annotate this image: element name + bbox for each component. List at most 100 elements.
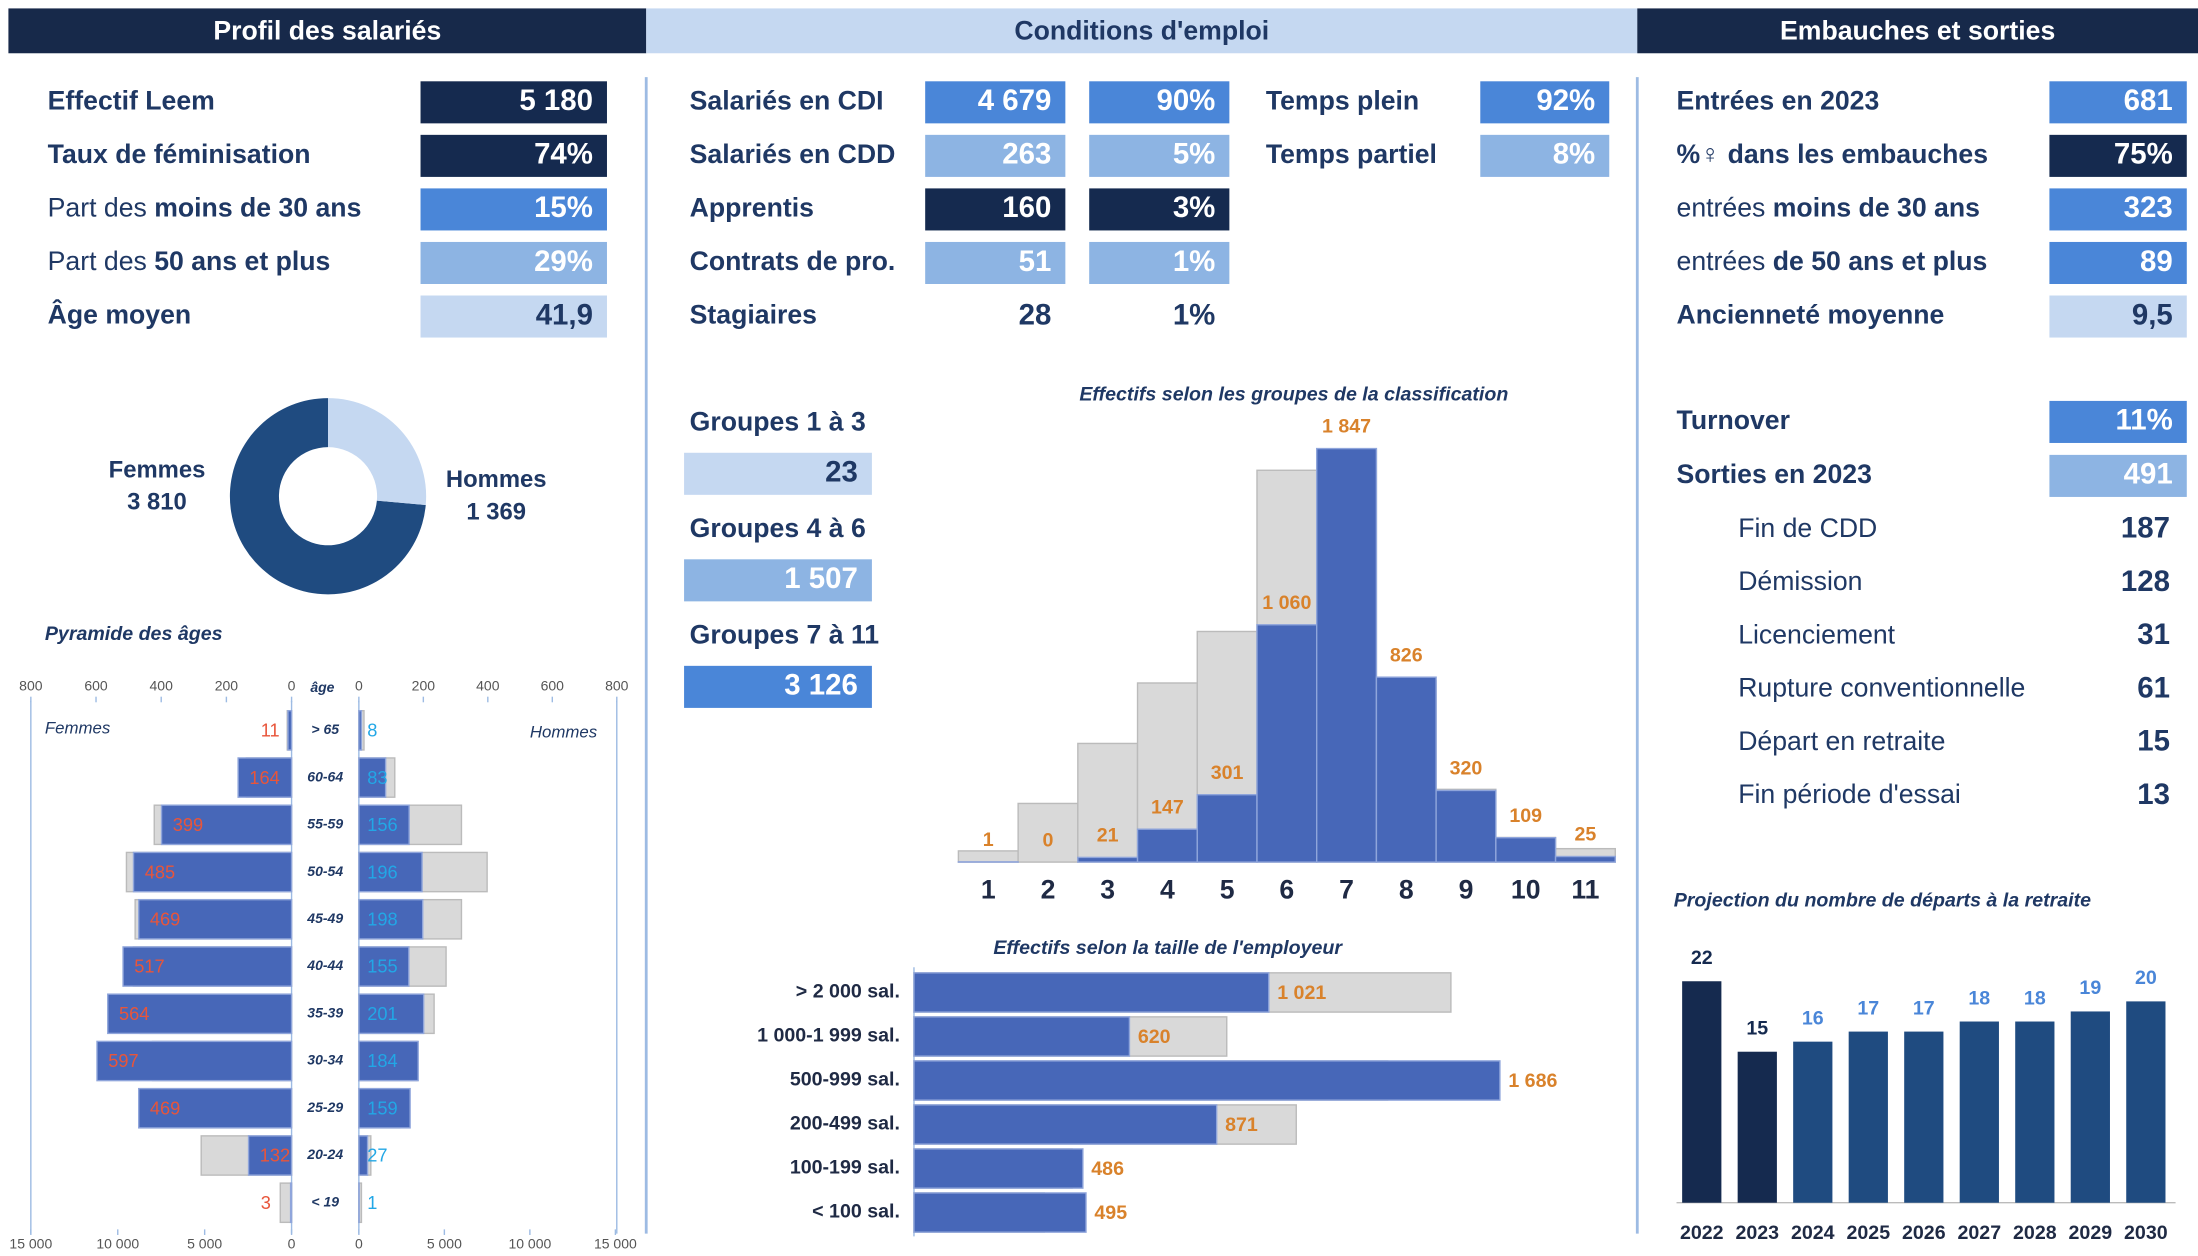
- category-label: > 65: [311, 721, 339, 737]
- data-label: 3: [261, 1193, 271, 1213]
- data-label: 27: [367, 1146, 387, 1166]
- category-label: < 19: [311, 1193, 339, 1209]
- bar: [1315, 447, 1378, 863]
- row-label: Temps plein: [1266, 85, 1419, 115]
- donut-label: Femmes: [109, 456, 206, 483]
- x-tick-label: 200: [412, 678, 436, 694]
- row-label: Départ en retraite: [1738, 726, 1945, 756]
- bar: [913, 1060, 1501, 1101]
- data-label: 18: [1968, 987, 1990, 1009]
- bar: [1375, 676, 1437, 863]
- category-label: 30-34: [307, 1052, 343, 1068]
- data-label: 21: [1097, 825, 1119, 847]
- pyramid-bar: [289, 1182, 293, 1224]
- category-label: 45-49: [306, 910, 343, 926]
- bar: [1793, 1041, 1833, 1203]
- value-box: [925, 81, 1066, 124]
- label-bold: Ancienneté moyenne: [1677, 300, 1945, 330]
- label-bold: Temps partiel: [1266, 139, 1437, 169]
- label-part: Licenciement: [1738, 619, 1895, 649]
- pyramid-bar: [107, 993, 293, 1035]
- bar: [913, 1192, 1087, 1233]
- label-part: Part des: [48, 246, 155, 276]
- x-tick-label: 0: [288, 678, 296, 694]
- data-label: 597: [108, 1051, 138, 1071]
- x-tick-label: 800: [19, 678, 43, 694]
- x2-tick-label: 5 000: [187, 1235, 222, 1251]
- value-box: [1089, 188, 1230, 231]
- data-label: 620: [1138, 1026, 1171, 1048]
- pyramid-bar: [279, 1182, 293, 1224]
- x-tick-label: 400: [476, 678, 500, 694]
- y-tick-label: > 2 000 sal.: [796, 981, 900, 1003]
- row-label: Fin de CDD: [1738, 513, 1877, 543]
- x-tick-label: 5: [1220, 875, 1235, 905]
- value-box: [684, 559, 872, 602]
- row-label: Taux de féminisation: [48, 139, 311, 169]
- value-box: [420, 81, 607, 124]
- row-label: Fin période d'essai: [1738, 779, 1961, 809]
- row-label: Sorties en 2023: [1677, 459, 1872, 489]
- pyramid-bar: [358, 1135, 369, 1176]
- pyramid-bar: [358, 710, 363, 751]
- row-label: Démission: [1738, 566, 1862, 596]
- chart-title: Pyramide des âges: [45, 623, 223, 645]
- value: 1 507: [784, 562, 858, 595]
- label-part: Fin de CDD: [1738, 513, 1877, 543]
- row-label: Entrées en 2023: [1677, 85, 1880, 115]
- x-tick-label: 2026: [1902, 1222, 1946, 1244]
- data-label: 399: [173, 815, 203, 835]
- bar: [1554, 855, 1616, 863]
- data-label: 0: [1043, 829, 1054, 851]
- category-label: 20-24: [306, 1146, 343, 1162]
- row-label: Salariés en CDD: [690, 139, 896, 169]
- pyramid-bar: [287, 710, 293, 751]
- value: 9,5: [2132, 298, 2173, 331]
- x-tick-label: 2028: [2013, 1222, 2057, 1244]
- value-box: [420, 295, 607, 338]
- label-bold: Salariés en CDI: [690, 85, 884, 115]
- x-tick-label: 800: [605, 678, 629, 694]
- section-header: [1637, 8, 2198, 54]
- value: 8%: [1553, 138, 1596, 171]
- row-label: Temps partiel: [1266, 139, 1437, 169]
- data-label: 564: [119, 1004, 149, 1024]
- category-label: 40-44: [306, 957, 343, 973]
- value: 41,9: [536, 298, 593, 331]
- row-label: Rupture conventionnelle: [1738, 673, 2025, 703]
- category-header: âge: [310, 679, 334, 695]
- value: 51: [1019, 245, 1052, 278]
- bar: [1136, 828, 1198, 863]
- chart-title: Effectifs selon la taille de l'employeur: [993, 937, 1343, 959]
- value-box: [925, 241, 1066, 285]
- label-bold: Groupes 4 à 6: [690, 513, 866, 543]
- value: 4 679: [978, 84, 1052, 117]
- bar: [2070, 1011, 2110, 1203]
- label-bold: Entrées en 2023: [1677, 85, 1880, 115]
- data-label: 109: [1509, 805, 1542, 827]
- label-bold: Salariés en CDD: [690, 139, 896, 169]
- row-label: Âge moyen: [48, 300, 192, 330]
- category-label: 60-64: [307, 768, 343, 784]
- row-label: Apprentis: [690, 192, 814, 222]
- pyramid-bar: [358, 1087, 411, 1129]
- label-bold: %♀ dans les embauches: [1677, 139, 1988, 169]
- value: 31: [2137, 618, 2170, 651]
- data-label: 184: [367, 1051, 397, 1071]
- data-label: 15: [1746, 1017, 1768, 1039]
- category-label: 50-54: [307, 863, 343, 879]
- bar: [1077, 856, 1139, 863]
- x-tick-label: 10: [1511, 875, 1541, 905]
- section-header: [8, 8, 647, 54]
- data-label: 517: [134, 957, 164, 977]
- x-tick-label: 2027: [1958, 1222, 2002, 1244]
- bar: [913, 1016, 1131, 1057]
- section-title: Conditions d'emploi: [1014, 15, 1269, 45]
- x-tick-label: 9: [1459, 875, 1474, 905]
- value: 3 126: [784, 669, 858, 702]
- label-bold: Apprentis: [690, 192, 814, 222]
- data-label: 1 021: [1277, 982, 1326, 1004]
- data-label: 1 847: [1322, 416, 1371, 438]
- x-tick-label: 2022: [1680, 1222, 1724, 1244]
- data-label: 469: [150, 1098, 180, 1118]
